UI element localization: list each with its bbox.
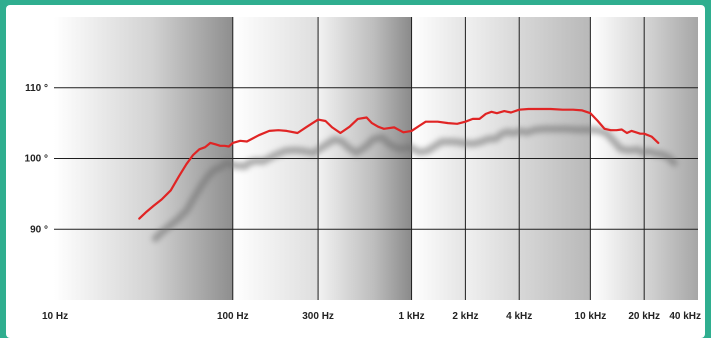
grid-lines: [54, 17, 698, 300]
x-tick-label: 20 kHz: [628, 311, 660, 322]
x-tick-label: 1 kHz: [399, 311, 425, 322]
x-tick-label: 10 kHz: [575, 311, 607, 322]
x-tick-label: 10 Hz: [42, 311, 68, 322]
x-tick-label: 4 kHz: [506, 311, 532, 322]
series-line-1: [138, 107, 660, 220]
y-axis-labels: 90 ° 100 ° 110 °: [25, 83, 48, 236]
series-layer: [138, 107, 678, 243]
y-tick-label: 110 °: [25, 83, 48, 94]
x-axis-labels: 10 Hz 100 Hz 300 Hz 1 kHz 2 kHz 4 kHz 10 kHz 20…: [42, 311, 701, 322]
frequency-response-chart: 10 Hz 100 Hz 300 Hz 1 kHz 2 kHz 4 kHz 10 kHz 20…: [25, 17, 701, 322]
chart-frame: 10 Hz 100 Hz 300 Hz 1 kHz 2 kHz 4 kHz 10 kHz 20…: [6, 5, 705, 338]
x-tick-label: 2 kHz: [452, 311, 478, 322]
x-tick-label: 300 Hz: [302, 311, 334, 322]
y-tick-label: 90 °: [30, 224, 48, 235]
series-shadow: [151, 125, 678, 243]
x-tick-label: 40 kHz: [669, 311, 701, 322]
x-tick-label: 100 Hz: [217, 311, 249, 322]
y-tick-label: 100 °: [25, 154, 48, 165]
